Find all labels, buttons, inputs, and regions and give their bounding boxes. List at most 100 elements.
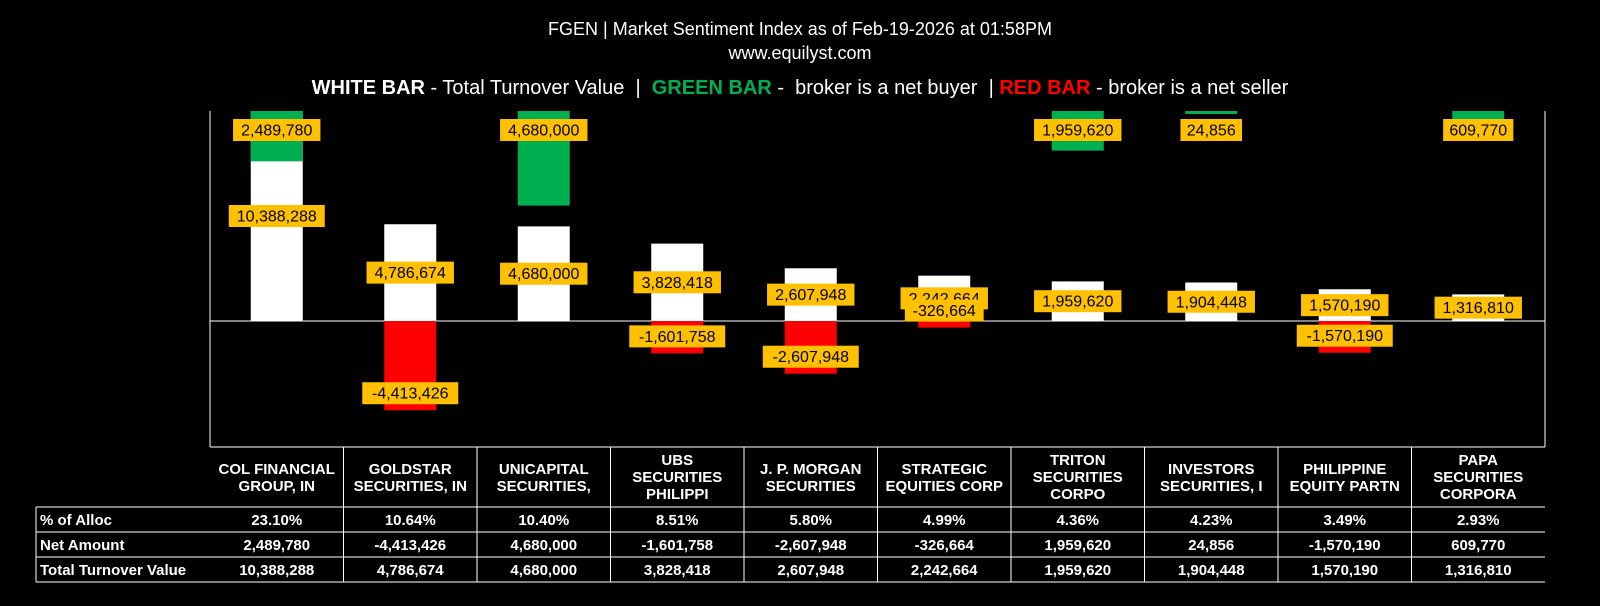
net-data-label-group: 609,770 <box>1443 119 1514 141</box>
turnover-data-label-group: 1,904,448 <box>1167 290 1255 313</box>
table-cell: -2,607,948 <box>775 537 847 554</box>
table-cell: 10,388,288 <box>239 562 314 579</box>
category-label: INVESTORS <box>1168 461 1254 478</box>
table-cell: 4.99% <box>923 512 966 529</box>
table-cell: 4,680,000 <box>510 537 577 554</box>
net-data-label-bg <box>629 325 726 348</box>
turnover-data-label: 1,904,448 <box>1176 294 1247 311</box>
net-data-label-bg <box>1034 119 1122 141</box>
category-label: SECURITIES, IN <box>354 478 467 495</box>
category-label: SECURITIES, <box>497 478 591 495</box>
table-row-label: % of Alloc <box>40 512 112 529</box>
table-cell: 1,959,620 <box>1044 537 1111 554</box>
turnover-data-label: 1,316,810 <box>1443 300 1514 317</box>
table-cell: 2,242,664 <box>911 562 978 579</box>
table-cell: 1,316,810 <box>1445 562 1512 579</box>
table-cell: 1,570,190 <box>1311 562 1378 579</box>
turnover-data-label: 4,786,674 <box>375 265 446 282</box>
category-label: SECURITIES <box>1433 469 1523 486</box>
turnover-data-label: 3,828,418 <box>642 275 713 292</box>
legend: WHITE BAR - Total Turnover Value | GREEN… <box>0 77 1600 100</box>
turnover-data-label-bg <box>366 261 454 284</box>
turnover-data-label-bg <box>1301 294 1389 317</box>
chart-subtitle: www.equilyst.com <box>728 43 872 63</box>
legend-white-text: - Total Turnover Value | <box>425 77 652 99</box>
net-data-label: -4,413,426 <box>372 386 449 403</box>
turnover-data-label-group: 1,959,620 <box>1034 290 1122 313</box>
category-label: EQUITIES CORP <box>885 478 1003 495</box>
turnover-data-label-group: 4,680,000 <box>500 262 588 285</box>
category-label: SECURITIES <box>766 478 856 495</box>
table-cell: 24,856 <box>1188 537 1234 554</box>
category-label: PHILIPPINE <box>1303 461 1386 478</box>
category-label: GROUP, IN <box>239 478 315 495</box>
turnover-data-label: 4,680,000 <box>508 266 579 283</box>
turnover-data-label-bg <box>1167 290 1255 313</box>
net-data-label-group: 24,856 <box>1180 119 1243 141</box>
table-cell: 3,828,418 <box>644 562 711 579</box>
net-data-label-group: 4,680,000 <box>500 119 588 141</box>
category-label: PAPA <box>1459 452 1499 469</box>
category-label: SECURITIES <box>632 469 722 486</box>
table-cell: 609,770 <box>1451 537 1505 554</box>
legend-red-text: - broker is a net seller <box>1090 77 1289 99</box>
net-buy-bar <box>1185 111 1238 114</box>
category-label: CORPO <box>1050 486 1105 503</box>
table-cell: 2,607,948 <box>777 562 844 579</box>
net-data-label-group: -1,601,758 <box>629 325 726 348</box>
category-label: UNICAPITAL <box>499 461 589 478</box>
net-data-label-group: -4,413,426 <box>362 382 459 405</box>
turnover-data-label-group: 1,570,190 <box>1301 294 1389 317</box>
table-cell: -1,601,758 <box>641 537 713 554</box>
category-label: GOLDSTAR <box>369 461 452 478</box>
table-row-label: Net Amount <box>40 537 124 554</box>
category-label: STRATEGIC <box>901 461 987 478</box>
turnover-data-label-group: 1,316,810 <box>1434 296 1522 319</box>
net-data-label: -1,601,758 <box>639 329 716 346</box>
net-data-label-group: 1,959,620 <box>1034 119 1122 141</box>
net-data-label: 1,959,620 <box>1042 123 1113 140</box>
chart-title: FGEN | Market Sentiment Index as of Feb-… <box>548 19 1052 39</box>
table-cell: 1,959,620 <box>1044 562 1111 579</box>
table-cell: 4.36% <box>1056 512 1099 529</box>
turnover-data-label-bg <box>1034 290 1122 313</box>
net-data-label: 24,856 <box>1187 123 1236 140</box>
net-data-label-bg <box>1180 119 1243 141</box>
turnover-data-label-group: 4,786,674 <box>366 261 454 284</box>
turnover-data-label-bg <box>228 205 325 227</box>
table-cell: 4.23% <box>1190 512 1233 529</box>
legend-green-label: GREEN BAR <box>651 77 772 99</box>
net-data-label-group: -1,570,190 <box>1296 324 1393 347</box>
net-data-label: 4,680,000 <box>508 123 579 140</box>
legend-red-label: RED BAR <box>999 77 1091 99</box>
turnover-data-label-group: 2,607,948 <box>767 283 855 306</box>
turnover-data-label-bg <box>633 271 721 294</box>
table-cell: 2.93% <box>1457 512 1500 529</box>
turnover-data-label: 2,607,948 <box>775 287 846 304</box>
net-data-label: -326,664 <box>913 303 976 320</box>
net-data-label-group: 2,489,780 <box>233 119 321 141</box>
table-cell: 2,489,780 <box>243 537 310 554</box>
legend-white-label: WHITE BAR <box>311 77 425 99</box>
category-label: CORPORA <box>1440 486 1517 503</box>
table-cell: 4,680,000 <box>510 562 577 579</box>
net-data-label-bg <box>1296 324 1393 347</box>
category-label: SECURITIES <box>1033 469 1123 486</box>
net-data-label: 609,770 <box>1449 123 1507 140</box>
turnover-data-label-bg <box>1434 296 1522 319</box>
table-cell: 1,904,448 <box>1178 562 1245 579</box>
net-data-label-bg <box>362 382 459 405</box>
category-label: UBS <box>661 452 693 469</box>
net-data-label-group: -2,607,948 <box>762 345 859 368</box>
table-cell: 10.64% <box>385 512 436 529</box>
category-label: J. P. MORGAN <box>760 461 861 478</box>
category-label: SECURITIES, I <box>1160 478 1263 495</box>
net-data-label-bg <box>1443 119 1514 141</box>
table-cell: 3.49% <box>1323 512 1366 529</box>
turnover-data-label: 1,959,620 <box>1042 294 1113 311</box>
table-cell: 8.51% <box>656 512 699 529</box>
table-row-label: Total Turnover Value <box>40 562 186 579</box>
turnover-data-label-group: 10,388,288 <box>228 205 325 227</box>
table-cell: 10.40% <box>518 512 569 529</box>
